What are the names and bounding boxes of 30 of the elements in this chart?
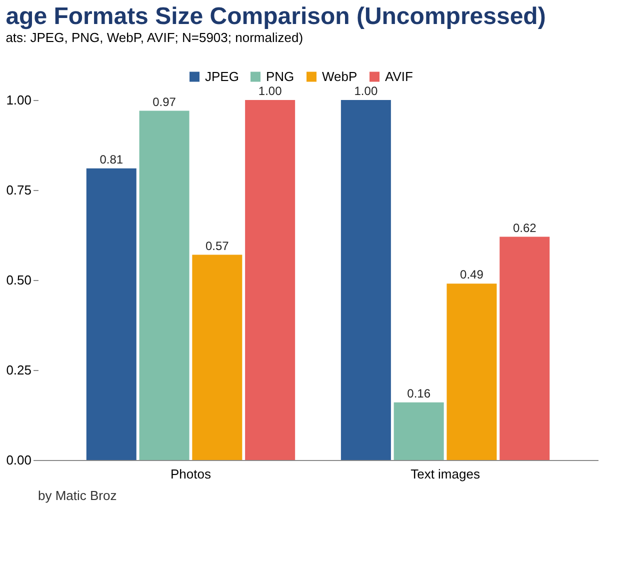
- data-label: 1.00: [258, 84, 282, 98]
- bar: [245, 100, 296, 460]
- x-tick-label: Text images: [410, 466, 480, 482]
- bar: [192, 254, 242, 460]
- bar: [500, 236, 550, 460]
- y-tick-label: 1.00: [6, 92, 32, 108]
- bar: [394, 402, 444, 460]
- data-label: 0.97: [152, 94, 176, 109]
- bar: [139, 110, 190, 460]
- data-label: 1.00: [354, 84, 378, 98]
- chart-subtitle: ats: JPEG, PNG, WebP, AVIF; N=5903; normalized): [6, 30, 304, 45]
- data-label: 0.49: [460, 268, 484, 282]
- data-label: 0.62: [512, 220, 537, 235]
- text: by Matic Broz: [38, 488, 117, 503]
- bar: [340, 100, 391, 460]
- legend-label: PNG: [266, 68, 294, 84]
- bar: [86, 168, 136, 460]
- legend-label: WebP: [322, 68, 358, 84]
- data-label: 0.57: [205, 238, 230, 253]
- y-tick-label: 0.75: [6, 182, 32, 198]
- data-label: 0.81: [100, 152, 124, 166]
- legend-label: AVIF: [385, 68, 413, 84]
- chart-title: age Formats Size Comparison (Uncompressed): [6, 3, 546, 30]
- legend-label: JPEG: [205, 68, 239, 84]
- y-tick-label: 0.00: [6, 452, 32, 468]
- bar: [446, 284, 497, 460]
- x-tick-label: Photos: [170, 466, 212, 482]
- y-tick-label: 0.50: [6, 272, 32, 288]
- y-tick-label: 0.25: [6, 362, 32, 378]
- data-label: 0.16: [407, 386, 431, 400]
